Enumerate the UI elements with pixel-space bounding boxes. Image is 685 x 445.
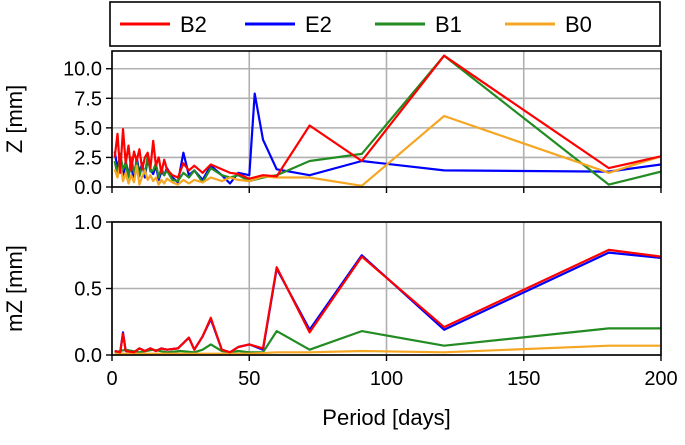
legend-label-b1: B1 [435,12,462,37]
series-line-b2-top [113,54,661,180]
series-line-b2-bottom [114,248,661,354]
legend: B2 E2 B1 B0 [109,1,661,47]
series-line-b1-top [113,54,661,186]
y-tick-label: 0.0 [74,177,102,199]
y-tick-label: 7.5 [74,88,102,110]
x-tick-label: 0 [106,368,117,390]
y-tick-label: 0.0 [74,345,102,367]
y-tick-label: 10.0 [63,59,102,81]
x-axis-label: Period [days] [322,405,450,430]
y-tick-label: 5.0 [74,118,102,140]
series-line-b0-top [113,114,661,187]
y-axis-label-bottom: mZ [mm] [2,245,27,332]
x-tick-label: 150 [507,368,540,390]
series-line-e2-bottom [114,251,661,354]
y-tick-label: 1.0 [74,212,102,234]
series-line-e2-top [113,92,661,185]
y-tick-label: 0.5 [74,279,102,301]
x-tick-label: 100 [370,368,403,390]
series-line-b1-bottom [114,327,661,354]
series-line-b0-bottom [114,344,661,355]
y-tick-label: 2.5 [74,147,102,169]
x-tick-label: 50 [238,368,260,390]
panel-bottom: 0.0 0.5 1.0 0 50 100 150 200 mZ [mm] Period [days… [2,212,678,430]
x-tick-label: 200 [644,368,677,390]
legend-label-b0: B0 [565,12,592,37]
panel-top: 0.0 2.5 5.0 7.5 10.0 Z [mm] [2,50,662,199]
y-axis-label-top: Z [mm] [2,85,27,153]
legend-label-e2: E2 [305,12,332,37]
legend-label-b2: B2 [180,12,207,37]
